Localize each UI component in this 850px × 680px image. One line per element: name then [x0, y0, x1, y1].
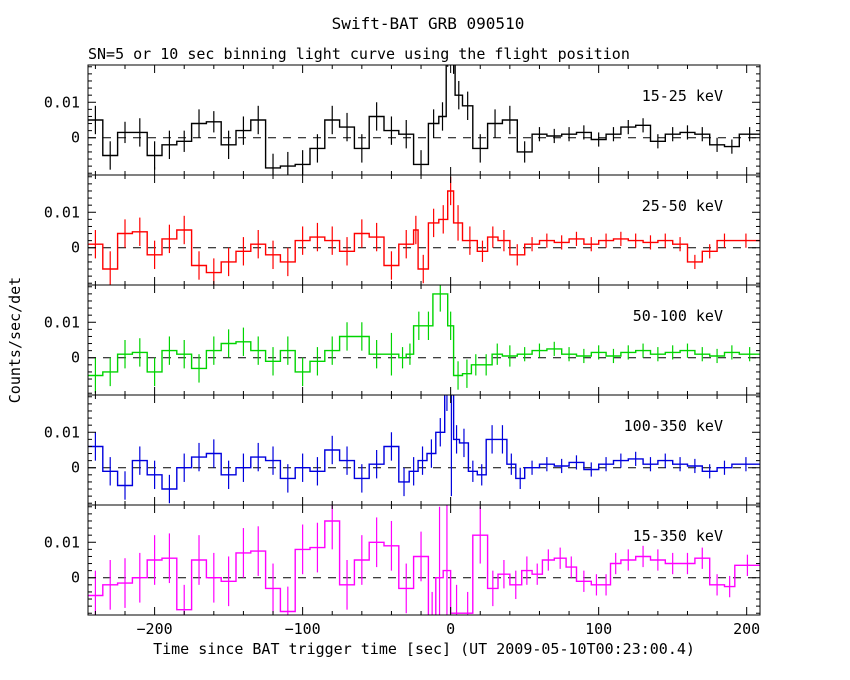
y-axis-label: Counts/sec/det	[6, 277, 24, 403]
chart-title: Swift-BAT GRB 090510	[332, 14, 525, 33]
panel-0: 0 0.01 15-25 keV	[44, 64, 761, 176]
x-tick-label: 0	[446, 620, 455, 638]
panel-3-band-label: 100-350 keV	[624, 417, 723, 435]
y-tick-label: 0	[71, 349, 80, 367]
panel-4-band-label: 15-350 keV	[633, 527, 723, 545]
y-tick-label: 0	[71, 239, 80, 257]
panel-frame	[87, 64, 761, 176]
x-tick-label: −100	[285, 620, 321, 638]
y-tick-label: 0.01	[44, 93, 80, 111]
panel-1: 0 0.01 25-50 keV	[44, 174, 761, 286]
panel-3-curve	[88, 395, 760, 504]
panels-group: 0 0.01 15-25 keV 0 0.01 25-50 keV 0 0.01 50-100 …	[44, 64, 761, 638]
y-tick-label: 0.01	[44, 313, 80, 331]
y-tick-label: 0	[71, 129, 80, 147]
panel-1-curve	[88, 176, 760, 285]
y-tick-label: 0.01	[44, 203, 80, 221]
panel-frame	[87, 504, 761, 616]
panel-1-band-label: 25-50 keV	[642, 197, 723, 215]
panel-frame	[87, 284, 761, 396]
x-axis-label: Time since BAT trigger time [sec] (UT 20…	[153, 640, 695, 658]
y-tick-label: 0.01	[44, 423, 80, 441]
panel-0-curve	[88, 65, 760, 175]
chart-subtitle: SN=5 or 10 sec binning light curve using…	[88, 45, 630, 63]
panel-3: 0 0.01 100-350 keV	[44, 394, 761, 506]
x-tick-label: −200	[137, 620, 173, 638]
x-tick-label: 200	[733, 620, 760, 638]
panel-frame	[87, 394, 761, 506]
y-tick-label: 0	[71, 569, 80, 587]
panel-4-curve	[88, 505, 760, 615]
panel-0-band-label: 15-25 keV	[642, 87, 723, 105]
panel-4: 0 0.01 15-350 keV	[44, 504, 761, 616]
panel-2: 0 0.01 50-100 keV	[44, 284, 761, 396]
panel-2-curve	[88, 285, 760, 394]
y-tick-label: 0	[71, 459, 80, 477]
x-tick-label: 100	[585, 620, 612, 638]
panel-2-band-label: 50-100 keV	[633, 307, 723, 325]
y-tick-label: 0.01	[44, 533, 80, 551]
